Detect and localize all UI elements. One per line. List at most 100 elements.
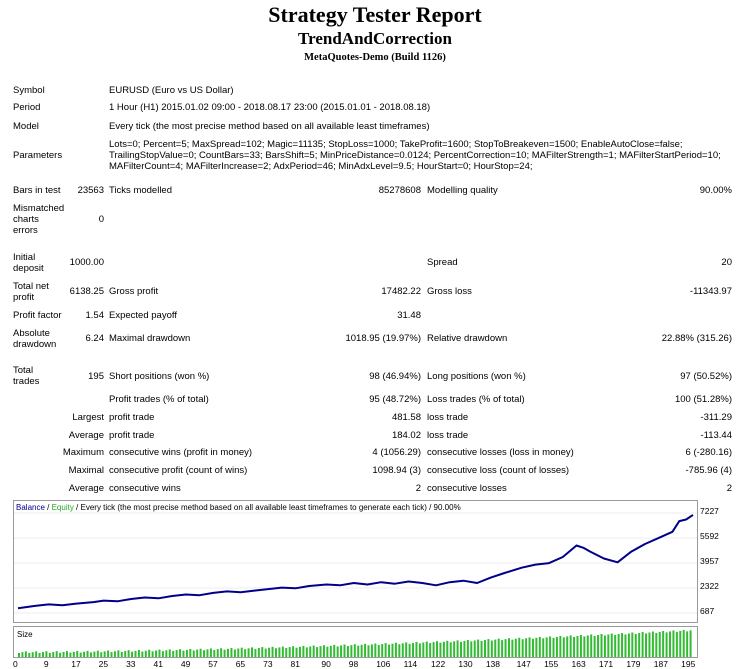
absdd-label: Absolute: [13, 328, 50, 339]
size-bar: [466, 639, 469, 657]
avg-profit-value: 184.02: [391, 430, 421, 441]
size-bar: [480, 640, 483, 657]
size-bar: [113, 651, 116, 657]
grossprofit-label: Gross profit: [109, 286, 159, 297]
size-bar: [542, 638, 545, 657]
size-bar: [45, 651, 48, 657]
balance-line: [17, 514, 694, 610]
size-bar: [398, 644, 401, 657]
size-bar: [559, 635, 562, 657]
size-bar: [350, 645, 353, 657]
x-tick-label: 163: [571, 659, 586, 669]
size-bar: [62, 651, 65, 657]
x-tick-label: 33: [126, 659, 136, 669]
avg-consec-label: Average: [68, 483, 104, 494]
size-bar: [257, 647, 260, 657]
size-bar: [422, 642, 425, 657]
size-bar: [535, 637, 538, 657]
period-value: 1 Hour (H1) 2015.01.02 09:00 - 2018.08.1…: [109, 102, 431, 113]
size-bar: [442, 641, 445, 657]
size-bar: [425, 641, 428, 657]
loss-trade-label: loss trade: [427, 412, 469, 423]
size-bar: [494, 639, 497, 657]
consec-profit-count-value: 1098.94 (3): [372, 465, 421, 476]
size-bar: [453, 641, 456, 657]
x-tick-label: 187: [653, 659, 668, 669]
size-bar: [322, 645, 325, 657]
size-bar: [429, 643, 432, 657]
size-bar: [470, 641, 473, 657]
deposit-label: deposit: [13, 263, 44, 274]
size-bar: [412, 642, 415, 657]
ptrades-value: 95 (48.72%): [369, 394, 421, 405]
size-bar: [127, 650, 130, 657]
size-bar: [631, 632, 634, 657]
pf-label: Profit factor: [13, 310, 62, 321]
mismatch-label: errors: [13, 225, 38, 236]
server-build: MetaQuotes-Demo (Build 1126): [304, 52, 446, 63]
balance-chart: [13, 500, 698, 623]
size-bar: [21, 652, 24, 657]
maximum-label: Maximum: [62, 447, 104, 458]
x-tick-label: 138: [485, 659, 501, 669]
size-bar: [264, 648, 267, 657]
trades-label: Total: [13, 365, 34, 376]
size-bar: [593, 635, 596, 657]
pf-value: 1.54: [85, 310, 105, 321]
size-bar: [285, 648, 288, 657]
size-bar: [549, 636, 552, 657]
x-tick-label: 147: [516, 659, 531, 669]
y-tick-label: 2322: [700, 581, 719, 591]
size-bar: [216, 649, 219, 657]
size-bar: [682, 629, 685, 657]
size-bar: [55, 651, 58, 657]
size-bar: [460, 641, 463, 657]
size-bar: [233, 649, 236, 657]
size-bar: [278, 647, 281, 657]
x-tick-label: 73: [263, 659, 273, 669]
size-bar: [244, 649, 247, 657]
size-bar: [590, 634, 593, 657]
size-bar: [220, 648, 223, 657]
size-bar: [610, 633, 613, 657]
size-bar: [501, 640, 504, 657]
largest-loss-value: -311.29: [700, 412, 732, 423]
size-bar: [48, 652, 51, 657]
largest-label: Largest: [72, 412, 104, 423]
short-value: 98 (46.94%): [369, 371, 421, 382]
size-bar: [394, 642, 397, 657]
size-bar: [185, 649, 188, 657]
bars-value: 23563: [77, 185, 104, 196]
size-bar: [223, 649, 226, 657]
size-bar: [518, 637, 521, 657]
y-tick-label: 5592: [700, 531, 719, 541]
avg-consec-wins-value: 2: [415, 483, 421, 494]
payoff-value: 31.48: [397, 310, 421, 321]
size-bar: [227, 648, 230, 657]
x-tick-label: 25: [98, 659, 109, 669]
model-label: Model: [13, 121, 39, 132]
size-chart-svg: [18, 629, 692, 657]
size-bar: [645, 633, 648, 657]
x-tick-label: 122: [431, 659, 446, 669]
y-tick-label: 687: [700, 606, 715, 616]
reldd-value: 22.88% (315.26): [661, 333, 732, 344]
size-bar: [658, 631, 661, 657]
size-bar: [250, 647, 253, 657]
size-bar: [333, 644, 336, 657]
maxdd-value: 1018.95 (19.97%): [345, 333, 421, 344]
mismatch-label: Mismatched: [13, 203, 65, 214]
size-bar: [360, 644, 363, 657]
size-bar: [353, 644, 356, 657]
size-bar: [655, 632, 658, 657]
size-bar: [432, 642, 435, 657]
short-label: Short positions (won %): [109, 371, 210, 382]
size-bar: [603, 635, 606, 657]
trades-value: 195: [88, 371, 104, 382]
size-bar: [192, 650, 195, 657]
size-bar: [569, 635, 572, 657]
grossloss-label: Gross loss: [427, 286, 472, 297]
size-bar: [96, 650, 99, 657]
size-bar: [641, 632, 644, 657]
size-bar: [364, 643, 367, 657]
